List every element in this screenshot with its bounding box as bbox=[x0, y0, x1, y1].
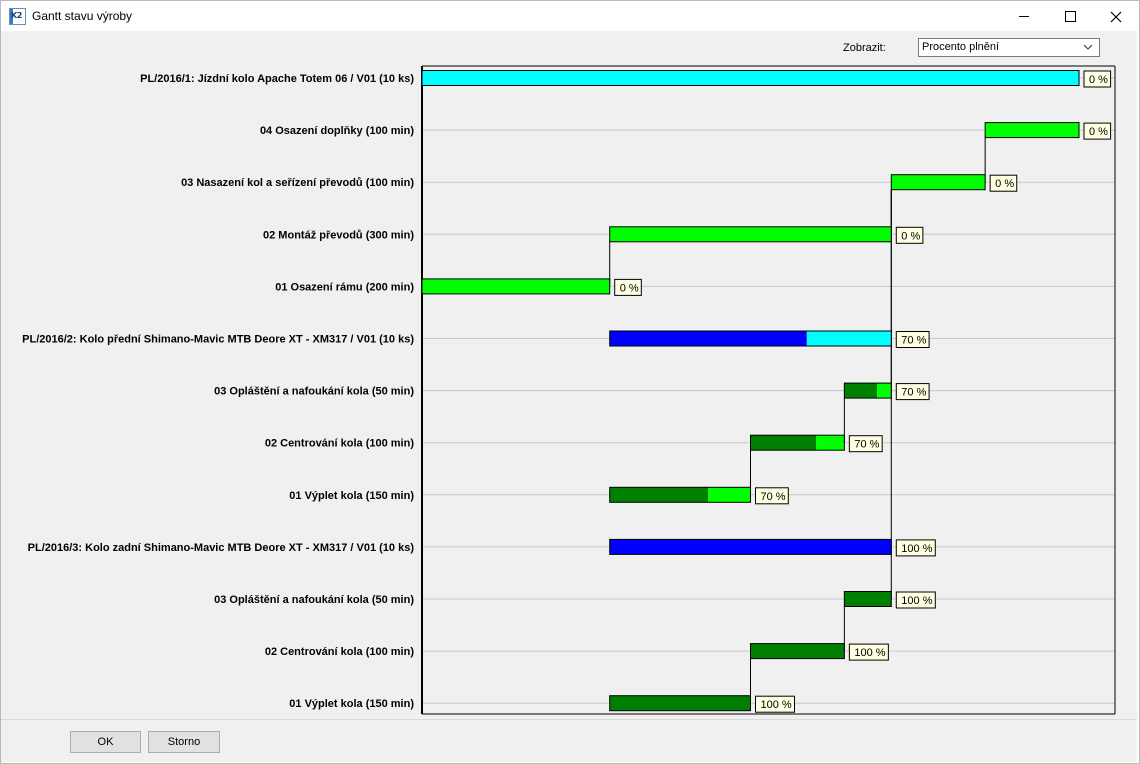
storno-button[interactable]: Storno bbox=[148, 731, 220, 753]
row-label: 02 Montáž převodů (300 min) bbox=[263, 229, 414, 241]
percent-label-box bbox=[895, 331, 930, 348]
operation-bar bbox=[750, 434, 845, 451]
operation-bar-remaining bbox=[877, 383, 892, 399]
zobrazit-select[interactable]: Procento plnění bbox=[918, 38, 1100, 57]
order-bar bbox=[609, 538, 892, 555]
percent-label-box bbox=[895, 226, 924, 244]
percent-label-box bbox=[848, 435, 883, 453]
row-label: 01 Výplet kola (150 min) bbox=[289, 698, 414, 710]
percent-label-box bbox=[895, 383, 930, 401]
maximize-button[interactable] bbox=[1047, 1, 1093, 32]
percent-label: 70 % bbox=[854, 439, 879, 451]
operation-bar-remaining bbox=[985, 122, 1079, 138]
percent-label: 0 % bbox=[1089, 74, 1108, 86]
row-label: 03 Opláštění a nafoukání kola (50 min) bbox=[214, 386, 414, 398]
percent-label: 100 % bbox=[901, 543, 932, 555]
minimize-icon bbox=[1019, 16, 1029, 17]
order-bar-remaining bbox=[422, 70, 1079, 86]
percent-label-box bbox=[614, 278, 642, 296]
percent-label: 0 % bbox=[620, 282, 639, 294]
percent-label-box bbox=[989, 174, 1018, 192]
percent-label-box bbox=[755, 695, 795, 713]
operation-bar bbox=[609, 695, 752, 712]
close-icon bbox=[1110, 11, 1122, 22]
row-label: 02 Centrování kola (100 min) bbox=[265, 438, 414, 450]
order-bar bbox=[421, 70, 1080, 86]
row-label: PL/2016/3: Kolo zadní Shimano-Mavic MTB … bbox=[28, 542, 415, 554]
scroll-strip bbox=[1117, 64, 1133, 715]
operation-bar bbox=[750, 643, 845, 660]
percent-label-box bbox=[755, 487, 789, 505]
operation-bar bbox=[984, 122, 1080, 139]
order-bar-done bbox=[609, 331, 807, 346]
operation-bar bbox=[609, 226, 892, 243]
app-icon: K2 bbox=[9, 8, 26, 25]
order-bar-remaining bbox=[806, 331, 892, 346]
percent-label-box bbox=[1083, 122, 1112, 140]
minimize-button[interactable] bbox=[1001, 1, 1047, 32]
percent-label-box bbox=[895, 591, 936, 609]
operation-bar-done bbox=[750, 643, 845, 659]
percent-label-box bbox=[895, 539, 936, 557]
row-label: PL/2016/2: Kolo přední Shimano-Mavic MTB… bbox=[22, 334, 414, 346]
operation-bar bbox=[890, 174, 986, 191]
row-label: 02 Centrování kola (100 min) bbox=[265, 646, 414, 658]
zobrazit-label: Zobrazit: bbox=[843, 42, 886, 54]
title-bar: K2 Gantt stavu výroby bbox=[1, 1, 1139, 32]
percent-label: 0 % bbox=[901, 230, 920, 242]
operation-bar-remaining bbox=[422, 278, 610, 294]
operation-bar-remaining bbox=[891, 174, 986, 190]
order-bar-done bbox=[609, 539, 892, 555]
percent-label: 0 % bbox=[995, 178, 1014, 190]
operation-bar-done bbox=[844, 383, 878, 399]
percent-label: 70 % bbox=[901, 387, 926, 399]
operation-bar-done bbox=[609, 695, 751, 711]
maximize-icon bbox=[1064, 11, 1076, 22]
close-button[interactable] bbox=[1093, 1, 1139, 32]
percent-label-box bbox=[848, 643, 889, 661]
row-label: 04 Osazení doplňky (100 min) bbox=[260, 125, 414, 137]
row-label: 03 Opláštění a nafoukání kola (50 min) bbox=[214, 594, 414, 606]
percent-label: 100 % bbox=[854, 647, 885, 659]
ok-button[interactable]: OK bbox=[70, 731, 141, 753]
operation-bar-done bbox=[609, 487, 709, 503]
percent-label: 100 % bbox=[901, 595, 932, 607]
row-label: 01 Osazení rámu (200 min) bbox=[275, 281, 414, 293]
operation-bar bbox=[843, 382, 892, 399]
operation-bar-done bbox=[844, 591, 892, 607]
gantt-chart-area: PL/2016/1: Jízdní kolo Apache Totem 06 /… bbox=[6, 64, 1118, 715]
operation-bar-remaining bbox=[708, 487, 751, 503]
window-title: Gantt stavu výroby bbox=[32, 9, 133, 23]
row-label: 03 Nasazení kol a seřízení převodů (100 … bbox=[181, 177, 414, 189]
operation-bar-remaining bbox=[816, 435, 845, 451]
operation-bar bbox=[843, 591, 892, 607]
chevron-down-icon bbox=[1083, 44, 1093, 50]
order-bar bbox=[609, 330, 892, 347]
percent-label: 70 % bbox=[761, 491, 786, 503]
row-label: 01 Výplet kola (150 min) bbox=[289, 490, 414, 502]
percent-label-box bbox=[1083, 70, 1112, 88]
row-label: PL/2016/1: Jízdní kolo Apache Totem 06 /… bbox=[140, 73, 414, 85]
operation-bar-done bbox=[750, 435, 817, 451]
percent-label: 70 % bbox=[901, 335, 926, 347]
zobrazit-select-value: Procento plnění bbox=[922, 41, 1000, 53]
operation-bar-remaining bbox=[609, 226, 892, 242]
gantt-chart: PL/2016/1: Jízdní kolo Apache Totem 06 /… bbox=[22, 65, 1116, 715]
operation-bar bbox=[421, 278, 611, 295]
operation-bar bbox=[609, 486, 752, 503]
percent-label: 100 % bbox=[761, 699, 792, 711]
percent-label: 0 % bbox=[1089, 126, 1108, 138]
